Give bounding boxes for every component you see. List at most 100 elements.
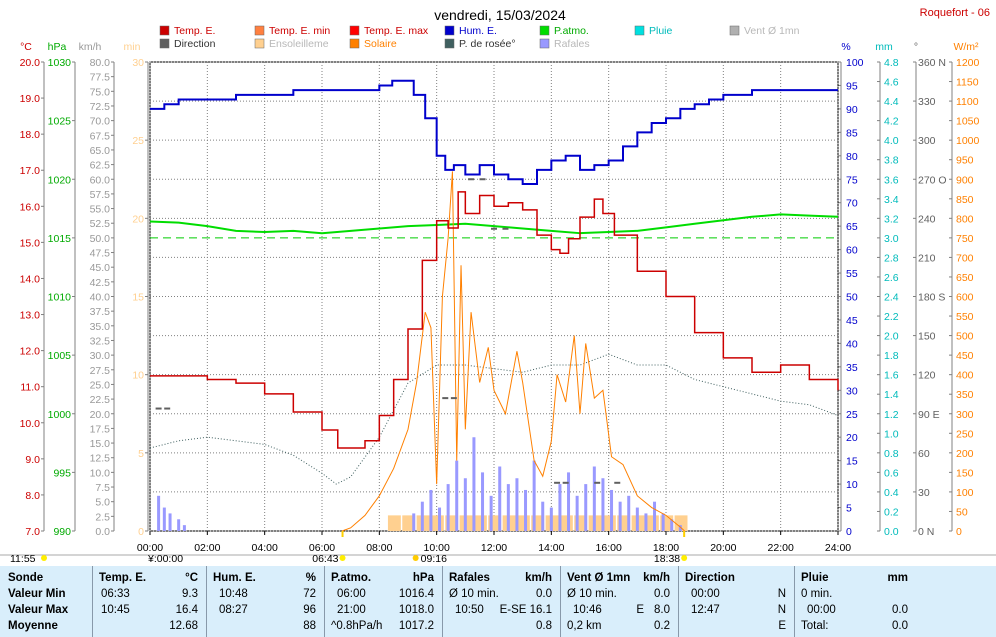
axis-label-rain-5: 3.8 [884, 155, 899, 167]
axis-label-direction-8: 120 [918, 370, 936, 382]
stats-pluie-total-label: Total: [801, 620, 829, 632]
axis-label-humidity-12: 40 [846, 338, 858, 350]
axis-label-wind-5: 67.5 [90, 130, 111, 142]
x-label-2: 04:00 [252, 542, 278, 554]
stats-vent-max-dir: E [636, 604, 644, 616]
axis-label-solar-11: 650 [956, 272, 974, 284]
temperature-line [150, 191, 839, 449]
stats-hum-max-time: 08:27 [219, 604, 248, 616]
axis-unit-rain: mm [875, 41, 893, 53]
x-label-0: 00:00 [137, 542, 163, 554]
stats-hum-unit: % [305, 572, 316, 584]
axis-label-rain-23: 0.2 [884, 506, 899, 518]
axis-label-direction-10: 60 [918, 448, 930, 460]
stats-temp-unit: °C [185, 572, 198, 584]
stats-rafales-header: Rafales [449, 572, 490, 584]
stats-vent-unit: km/h [643, 572, 670, 584]
axis-label-pressure-1: 1025 [48, 116, 72, 128]
axis-label-rain-4: 4.0 [884, 135, 899, 147]
legend-label-4: P.atmo. [554, 25, 589, 37]
axis-label-temp-11: 9.0 [25, 454, 40, 466]
axis-label-pressure-0: 1030 [48, 57, 72, 69]
stats-rafales-avg10-value: 0.0 [536, 588, 552, 600]
stats-temp-min-value: 9.3 [182, 588, 198, 600]
stats-rafales-avg-value: 0.8 [536, 620, 552, 632]
axis-label-wind-11: 52.5 [90, 218, 111, 230]
axis-label-solar-10: 700 [956, 252, 974, 264]
axis-unit-pressure: hPa [48, 41, 67, 53]
axis-unit-temp: °C [20, 41, 32, 53]
axis-label-rain-7: 3.4 [884, 194, 899, 206]
legend-swatch-5 [634, 25, 645, 36]
axis-unit-humidity: % [841, 41, 850, 53]
axis-label-wind-4: 70.0 [90, 116, 111, 128]
axis-label-humidity-4: 80 [846, 151, 858, 163]
axis-label-temp-10: 10.0 [20, 418, 41, 430]
legend-swatch-8 [254, 38, 265, 49]
axis-label-solar-19: 250 [956, 428, 974, 440]
stats-vent-avg10-value: 0.0 [654, 588, 670, 600]
sunshine-bar-3 [430, 515, 444, 531]
humidity-line [150, 79, 838, 185]
axis-label-solar-17: 350 [956, 389, 974, 401]
stats-temp-header: Temp. E. [99, 572, 147, 584]
legend-swatch-10 [444, 38, 455, 49]
axis-label-pressure-6: 1000 [48, 409, 72, 421]
axis-label-solar-2: 1100 [956, 96, 979, 108]
stats-rafales-max-time: 10:50 [455, 604, 484, 616]
x-label-5: 10:00 [424, 542, 450, 554]
axis-label-wind-23: 22.5 [90, 394, 111, 406]
axis-label-humidity-18: 10 [846, 479, 858, 491]
axis-label-sun_min-5: 5 [138, 448, 144, 460]
axis-label-rain-11: 2.6 [884, 272, 899, 284]
x-label-1: 02:00 [194, 542, 220, 554]
axis-label-wind-1: 77.5 [90, 72, 111, 84]
stats-patmo-trend: ^0.8hPa/h [331, 620, 383, 632]
axis-label-rain-22: 0.4 [884, 487, 899, 499]
stats-pluie-header: Pluie [801, 572, 829, 584]
solar-noon-label: 09:16 [421, 553, 447, 565]
axis-label-rain-24: 0.0 [884, 526, 899, 538]
legend-label-11: Rafales [554, 38, 590, 50]
axis-label-wind-30: 5.0 [95, 497, 110, 509]
stats-direction-avg-value: E [778, 620, 786, 632]
stats-patmo-min-time: 06:00 [337, 588, 366, 600]
axis-label-humidity-20: 0 [846, 526, 852, 538]
axis-label-direction-1: 330 [918, 96, 936, 108]
stats-patmo-avg-value: 1017.2 [398, 620, 434, 632]
sunshine-bar-12 [559, 515, 573, 531]
axis-unit-sun_min: min [124, 41, 141, 53]
axis-label-rain-17: 1.4 [884, 389, 899, 401]
axis-label-wind-15: 42.5 [90, 277, 111, 289]
axis-label-humidity-16: 20 [846, 432, 858, 444]
stats-pluie-unit: mm [887, 572, 908, 584]
axis-unit-solar: W/m² [953, 41, 979, 53]
stats-pluie-max-time: 00:00 [807, 604, 836, 616]
stats-hum-header: Hum. E. [213, 572, 256, 584]
sunrise-marker [339, 555, 346, 561]
legend-label-6: Vent Ø 1mn [744, 25, 800, 37]
stats-vent-avg10-label: Ø 10 min. [567, 588, 617, 600]
axis-label-solar-22: 100 [956, 487, 974, 499]
legend-label-2: Temp. E. max [364, 25, 429, 37]
axis-label-temp-13: 7.0 [25, 526, 40, 538]
stats-vent-distance: 0,2 km [567, 620, 602, 632]
bottom-time-label: ¥:00:00 [147, 553, 183, 565]
axis-label-solar-13: 550 [956, 311, 974, 323]
axis-label-solar-9: 750 [956, 233, 974, 245]
legend-label-8: Ensoleilleme [269, 38, 329, 50]
axis-unit-direction: ° [914, 41, 918, 53]
x-label-11: 22:00 [768, 542, 794, 554]
legend-swatch-9 [349, 38, 360, 49]
axis-label-rain-15: 1.8 [884, 350, 899, 362]
axis-label-rain-9: 3.0 [884, 233, 899, 245]
axis-label-wind-0: 80.0 [90, 57, 111, 69]
x-label-6: 12:00 [481, 542, 507, 554]
stats-direction-min-value: N [777, 588, 786, 600]
legend-swatch-6 [729, 25, 740, 36]
axis-label-pressure-5: 1005 [48, 350, 72, 362]
axis-label-rain-0: 4.8 [884, 57, 899, 69]
sunshine-bar-15 [602, 515, 616, 531]
stats-direction-header: Direction [685, 572, 735, 584]
chart-marks [149, 79, 839, 532]
